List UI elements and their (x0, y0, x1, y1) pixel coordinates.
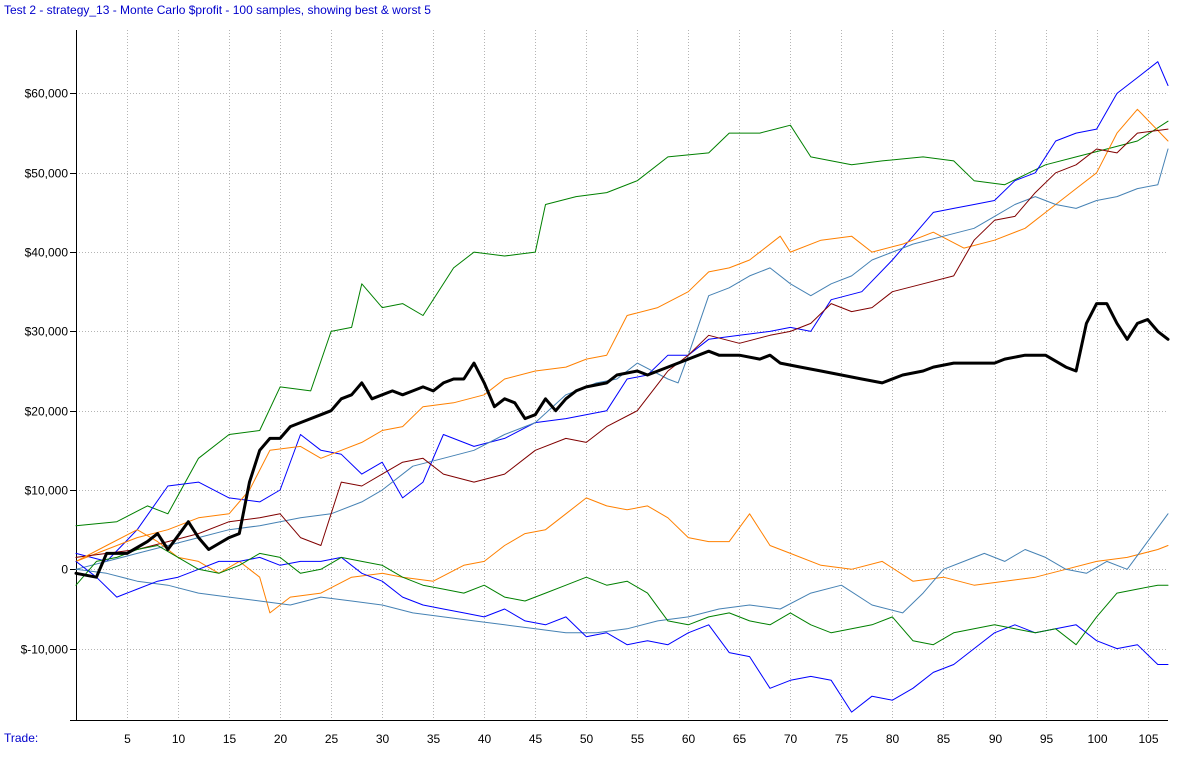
grid-lines (76, 30, 1168, 720)
x-tick-label: 95 (1040, 732, 1054, 746)
y-tick-label: 0 (61, 563, 68, 577)
x-tick-label: 15 (223, 732, 237, 746)
y-tick-label: $10,000 (25, 484, 69, 498)
x-axis-label: Trade: (4, 731, 39, 745)
series-line-6 (75, 497, 1169, 614)
x-tick-label: 60 (682, 732, 696, 746)
x-tick-label: 70 (784, 732, 798, 746)
y-tick-label: $30,000 (25, 325, 69, 339)
x-tick-label: 40 (478, 732, 492, 746)
x-tick-label: 45 (529, 732, 543, 746)
x-tick-label: 90 (989, 732, 1003, 746)
x-tick-label: 10 (172, 732, 186, 746)
series-line-3 (75, 108, 1169, 562)
series-line-9 (75, 545, 1169, 646)
x-tick-label: 35 (427, 732, 441, 746)
y-tick-label: $60,000 (25, 87, 69, 101)
x-tick-label: 30 (376, 732, 390, 746)
series-line-thick (74, 302, 1170, 579)
series-line-1 (75, 120, 1169, 527)
y-tick-label: $40,000 (25, 246, 69, 260)
chart-title: Test 2 - strategy_13 - Monte Carlo $prof… (4, 3, 431, 17)
series-line-7 (75, 513, 1169, 634)
y-tick-label: $-10,000 (21, 643, 69, 657)
x-tick-label: 80 (886, 732, 900, 746)
series-line-8 (75, 556, 1169, 713)
x-tick-label: 5 (124, 732, 131, 746)
series-lines (74, 61, 1170, 713)
x-tick-label: 25 (325, 732, 339, 746)
series-line-2 (75, 61, 1169, 562)
x-tick-label: 105 (1138, 732, 1158, 746)
tick-labels: 5 10 15 20 25 30 35 40 45 50 55 60 65 70 75 80 85 90 95 100… (21, 87, 1159, 747)
x-tick-label: 50 (580, 732, 594, 746)
x-tick-label: 85 (937, 732, 951, 746)
series-line-5 (75, 128, 1169, 558)
y-tick-label: $20,000 (25, 405, 69, 419)
x-tick-label: 20 (274, 732, 288, 746)
x-tick-label: 55 (631, 732, 645, 746)
axes (70, 30, 1168, 721)
y-tick-label: $50,000 (25, 167, 69, 181)
x-tick-label: 100 (1087, 732, 1107, 746)
x-tick-label: 65 (733, 732, 747, 746)
x-tick-label: 75 (835, 732, 849, 746)
